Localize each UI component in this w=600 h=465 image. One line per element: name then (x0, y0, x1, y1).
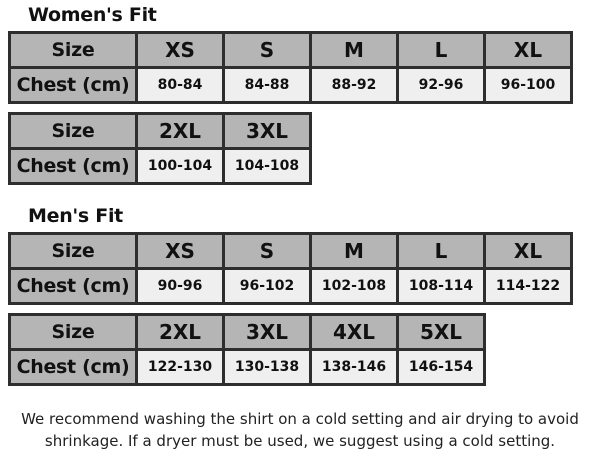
size-header: L (396, 31, 486, 69)
size-row-label: Size (8, 112, 138, 150)
size-header: 2XL (135, 112, 225, 150)
size-header: 3XL (222, 112, 312, 150)
chest-value: 138-146 (309, 348, 399, 386)
chest-value: 122-130 (135, 348, 225, 386)
chest-row-label: Chest (cm) (8, 348, 138, 386)
size-header: 2XL (135, 313, 225, 351)
chest-value: 102-108 (309, 267, 399, 305)
size-header: 5XL (396, 313, 486, 351)
size-row-label: Size (8, 313, 138, 351)
mens-size-table-2: Size 2XL 3XL 4XL 5XL Chest (cm) 122-130 130-138… (8, 313, 486, 386)
size-header: S (222, 232, 312, 270)
size-row: Size 2XL 3XL (8, 112, 312, 150)
size-header: XL (483, 232, 573, 270)
mens-size-table-1: Size XS S M L XL Chest (cm) 90-96 96-102 102-108 1… (8, 232, 573, 305)
size-header: M (309, 31, 399, 69)
chest-value: 92-96 (396, 66, 486, 104)
size-header: S (222, 31, 312, 69)
care-note-line-2: shrinkage. If a dryer must be used, we s… (44, 432, 556, 450)
size-header: XL (483, 31, 573, 69)
chest-value: 100-104 (135, 147, 225, 185)
chest-value: 96-100 (483, 66, 573, 104)
chest-value: 80-84 (135, 66, 225, 104)
chest-row: Chest (cm) 122-130 130-138 138-146 146-154 (8, 348, 486, 386)
size-row: Size XS S M L XL (8, 31, 573, 69)
size-header: XS (135, 232, 225, 270)
size-header: L (396, 232, 486, 270)
chest-row-label: Chest (cm) (8, 267, 138, 305)
care-note: We recommend washing the shirt on a cold… (0, 408, 600, 452)
size-header: XS (135, 31, 225, 69)
womens-size-table-1: Size XS S M L XL Chest (cm) 80-84 84-88 88-92 92-9… (8, 31, 573, 104)
care-note-line-1: We recommend washing the shirt on a cold… (21, 410, 579, 428)
chest-value: 146-154 (396, 348, 486, 386)
size-header: 3XL (222, 313, 312, 351)
chest-row: Chest (cm) 100-104 104-108 (8, 147, 312, 185)
chest-value: 130-138 (222, 348, 312, 386)
womens-size-table-2: Size 2XL 3XL Chest (cm) 100-104 104-108 (8, 112, 312, 185)
chest-row: Chest (cm) 90-96 96-102 102-108 108-114 114-1… (8, 267, 573, 305)
chest-row-label: Chest (cm) (8, 66, 138, 104)
chest-row: Chest (cm) 80-84 84-88 88-92 92-96 96-100 (8, 66, 573, 104)
size-row: Size 2XL 3XL 4XL 5XL (8, 313, 486, 351)
size-row-label: Size (8, 232, 138, 270)
chest-value: 88-92 (309, 66, 399, 104)
size-row: Size XS S M L XL (8, 232, 573, 270)
chest-value: 108-114 (396, 267, 486, 305)
womens-fit-title: Women's Fit (28, 4, 157, 26)
mens-fit-title: Men's Fit (28, 205, 123, 227)
chest-row-label: Chest (cm) (8, 147, 138, 185)
size-header: 4XL (309, 313, 399, 351)
chest-value: 84-88 (222, 66, 312, 104)
size-header: M (309, 232, 399, 270)
chest-value: 90-96 (135, 267, 225, 305)
chest-value: 96-102 (222, 267, 312, 305)
chest-value: 114-122 (483, 267, 573, 305)
size-row-label: Size (8, 31, 138, 69)
chest-value: 104-108 (222, 147, 312, 185)
